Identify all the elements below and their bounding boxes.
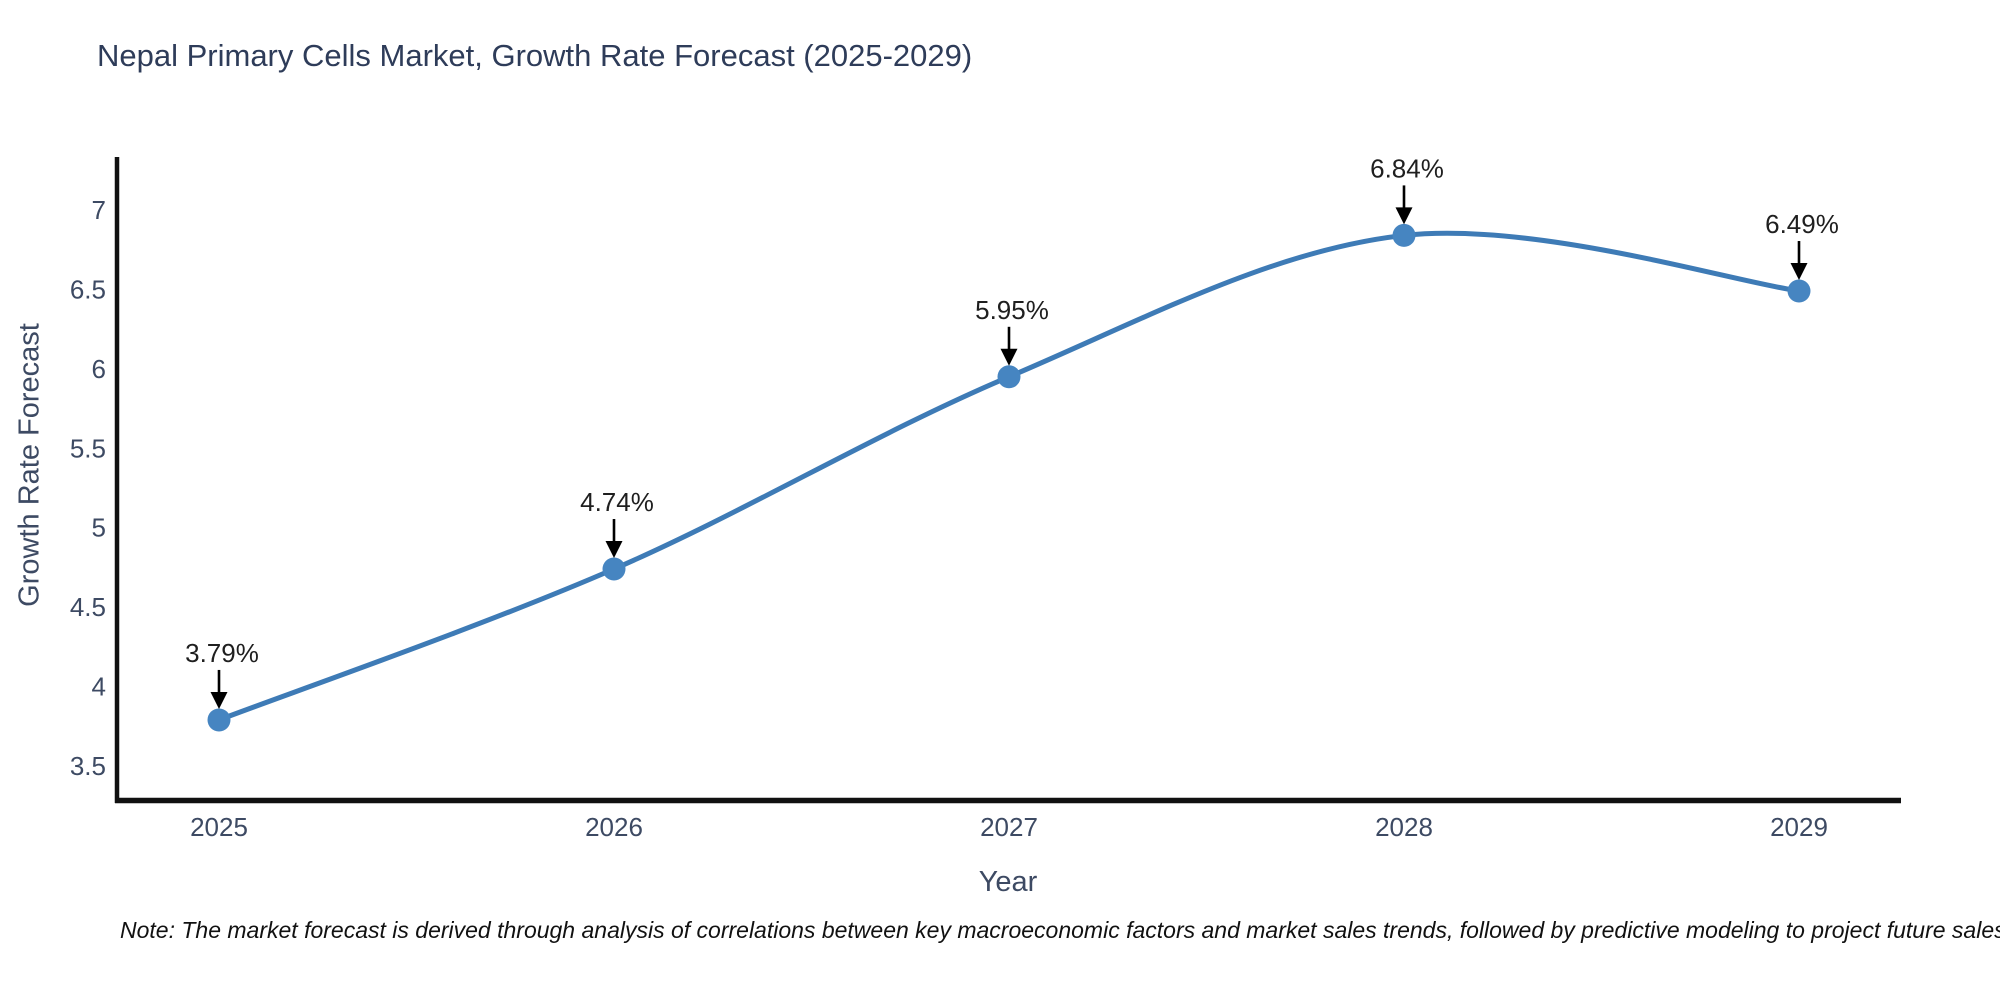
- x-axis-label: Year: [978, 866, 1038, 898]
- y-tick-label: 3.5: [70, 751, 106, 781]
- data-point-label: 5.95%: [975, 295, 1049, 325]
- data-point-label: 6.84%: [1370, 153, 1444, 183]
- y-tick-label: 6: [92, 354, 106, 384]
- x-tick-label: 2026: [585, 812, 643, 842]
- annotation-arrow-head: [210, 691, 228, 709]
- y-tick-label: 4.5: [70, 592, 106, 622]
- data-point-label: 4.74%: [580, 487, 654, 517]
- data-point-label: 6.49%: [1765, 209, 1839, 239]
- y-tick-label: 6.5: [70, 274, 106, 304]
- annotation-arrow-head: [1395, 207, 1413, 225]
- annotation-arrow-head: [1000, 348, 1018, 366]
- data-point-marker: [997, 365, 1021, 389]
- footnote: Note: The market forecast is derived thr…: [120, 917, 2000, 943]
- y-tick-label: 7: [92, 195, 106, 225]
- x-tick-label: 2027: [980, 812, 1038, 842]
- y-tick-label: 5.5: [70, 433, 106, 463]
- x-tick-label: 2028: [1375, 812, 1433, 842]
- data-point-marker: [602, 557, 626, 581]
- x-tick-label: 2025: [190, 812, 248, 842]
- annotation-arrow-head: [605, 541, 623, 559]
- x-tick-label: 2029: [1770, 812, 1828, 842]
- y-tick-label: 4: [92, 672, 106, 702]
- data-point-label: 3.79%: [185, 638, 259, 668]
- y-tick-label: 5: [92, 513, 106, 543]
- data-point-marker: [1787, 279, 1811, 303]
- data-point-marker: [207, 708, 231, 732]
- data-point-marker: [1392, 223, 1416, 247]
- chart-title: Nepal Primary Cells Market, Growth Rate …: [97, 38, 973, 73]
- annotation-arrow-head: [1790, 263, 1808, 281]
